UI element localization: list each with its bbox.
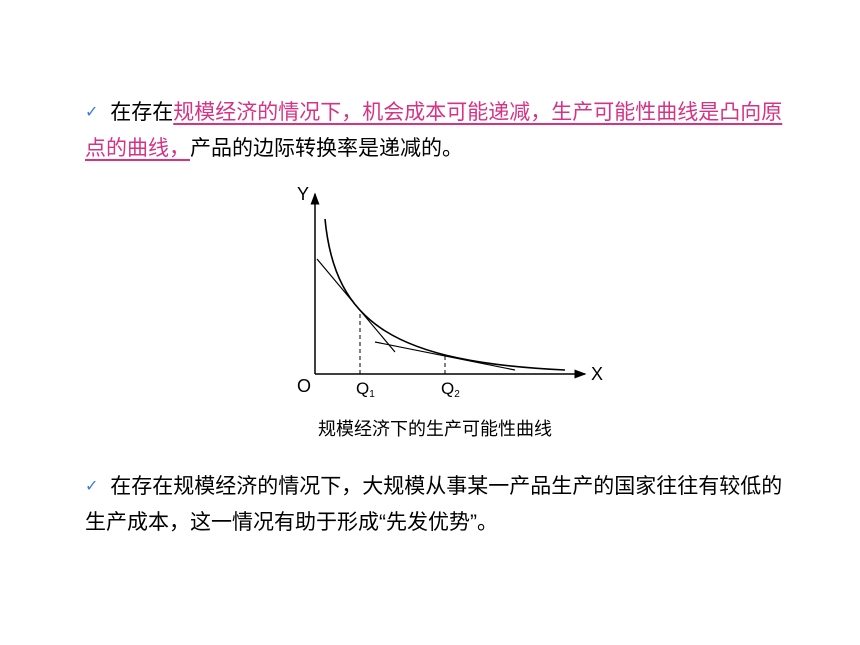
check-icon: ✓ [85, 104, 98, 121]
svg-text:Q1: Q1 [356, 379, 375, 400]
p1-lead: 在存在 [110, 101, 173, 124]
chart-caption: 规模经济下的生产可能性曲线 [85, 415, 785, 441]
svg-text:O: O [297, 376, 311, 396]
svg-text:Q2: Q2 [441, 379, 460, 400]
svg-text:X: X [591, 364, 603, 384]
chart-container: O X Y Q1 Q2 [85, 184, 785, 409]
p1-tail: 产品的边际转换率是递减的。 [190, 137, 463, 160]
paragraph-2: ✓ 在存在规模经济的情况下，大规模从事某一产品生产的国家往往有较低的生产成本，这… [85, 469, 785, 540]
paragraph-1: ✓ 在存在规模经济的情况下，机会成本可能递减，生产可能性曲线是凸向原点的曲线，产… [85, 95, 785, 166]
svg-text:Y: Y [297, 184, 309, 204]
ppf-chart: O X Y Q1 Q2 [255, 184, 615, 404]
p2-text: 在存在规模经济的情况下，大规模从事某一产品生产的国家往往有较低的生产成本，这一情… [85, 475, 782, 534]
check-icon: ✓ [85, 478, 98, 495]
